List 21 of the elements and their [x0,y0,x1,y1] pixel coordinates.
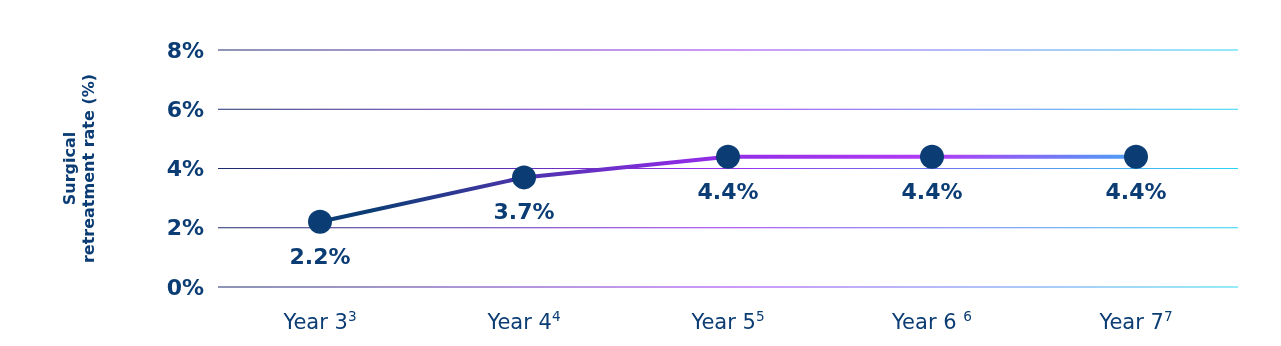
data-label: 2.2% [289,243,351,269]
y-axis-title: Surgical retreatment rate (%) [59,73,98,264]
y-tick-label: 4% [166,156,204,182]
x-tick-label: Year 5$^{5}$ [690,308,765,334]
point [716,144,740,169]
data-label: 4.4% [1105,178,1167,204]
data-label: 3.7% [493,199,555,225]
y-tick-label: 2% [166,215,204,241]
y-tick-label: 8% [166,37,204,63]
point [308,209,332,234]
x-tick-label: Year 7$^{7}$ [1098,308,1173,334]
x-tick-label: Year 4$^{4}$ [486,308,561,334]
data-label: 4.4% [901,178,963,204]
point [512,165,536,190]
point [1124,144,1148,169]
point [920,144,944,169]
y-tick-label: 6% [166,96,204,122]
x-tick-label: Year 6 $^{6}$ [891,308,972,334]
y-tick-label: 0% [166,274,204,300]
data-label: 4.4% [697,178,759,204]
x-tick-label: Year 3$^{3}$ [282,308,357,334]
